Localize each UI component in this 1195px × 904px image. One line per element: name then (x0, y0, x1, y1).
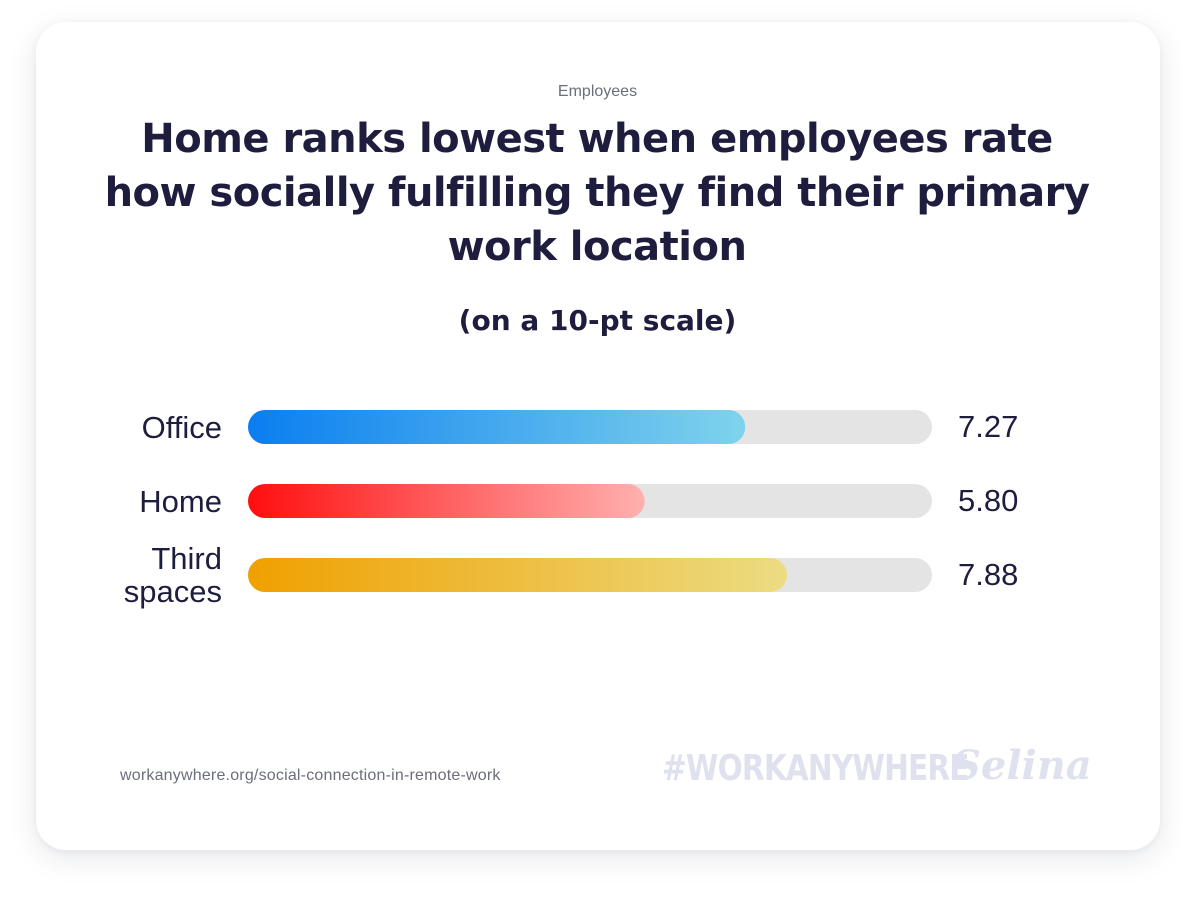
bar-third-spaces (248, 558, 787, 592)
hashtag-logo: #WORKANYWHERE (662, 748, 969, 789)
brand-logo: Selina (952, 742, 1092, 789)
category-label-third-spaces: Third spaces (123, 541, 222, 609)
value-label-office: 7.27 (958, 409, 1019, 444)
source-url: workanywhere.org/social-connection-in-re… (120, 767, 501, 784)
category-label-home: Home (139, 483, 222, 519)
chart-subtitle: (on a 10-pt scale) (458, 304, 737, 337)
eyebrow-label: Employees (557, 83, 638, 100)
bar-office (248, 410, 746, 444)
bar-home (248, 484, 645, 518)
category-label-office: Office (141, 409, 222, 445)
value-label-third-spaces: 7.88 (958, 557, 1019, 592)
chart-title: Home ranks lowest when employees rate ho… (104, 116, 1090, 270)
value-label-home: 5.80 (958, 483, 1019, 518)
